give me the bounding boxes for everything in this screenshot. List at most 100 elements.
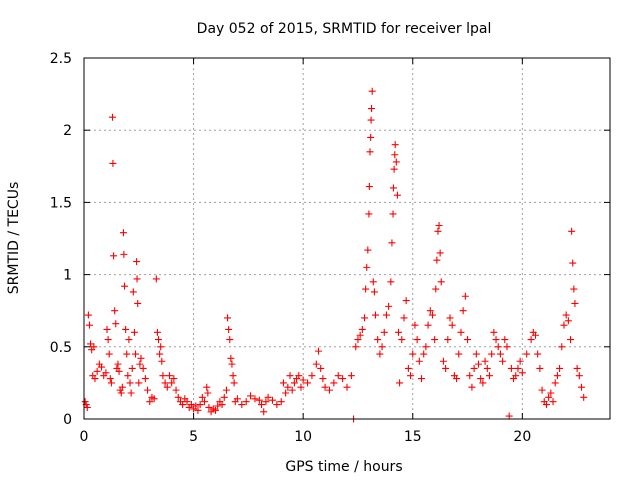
data-point bbox=[146, 398, 154, 406]
data-point bbox=[569, 259, 577, 267]
data-point bbox=[159, 372, 167, 380]
data-point bbox=[87, 340, 95, 348]
data-point bbox=[483, 364, 491, 372]
data-point bbox=[119, 229, 127, 237]
data-point bbox=[317, 364, 325, 372]
data-point bbox=[354, 336, 362, 344]
data-point bbox=[433, 256, 441, 264]
data-point bbox=[273, 401, 281, 409]
data-point bbox=[117, 389, 125, 397]
data-point bbox=[106, 375, 114, 383]
data-point bbox=[85, 321, 93, 329]
data-point bbox=[312, 360, 320, 368]
data-point bbox=[459, 307, 467, 315]
data-point bbox=[183, 398, 191, 406]
data-point bbox=[98, 363, 106, 371]
data-point bbox=[432, 285, 440, 293]
grid-lines bbox=[84, 58, 610, 419]
data-point bbox=[90, 343, 98, 351]
data-point bbox=[129, 288, 137, 296]
data-point bbox=[457, 328, 465, 336]
data-point bbox=[238, 401, 246, 409]
data-point bbox=[179, 401, 187, 409]
data-point bbox=[536, 364, 544, 372]
data-point bbox=[83, 403, 91, 411]
x-axis-label: GPS time / hours bbox=[285, 459, 402, 475]
data-point bbox=[165, 372, 173, 380]
x-tick-label: 15 bbox=[404, 429, 422, 445]
data-point bbox=[404, 364, 412, 372]
data-point bbox=[115, 367, 123, 375]
data-point bbox=[358, 325, 366, 333]
data-point bbox=[226, 336, 234, 344]
data-point bbox=[492, 336, 500, 344]
data-point bbox=[488, 350, 496, 358]
data-point bbox=[424, 321, 432, 329]
data-point bbox=[152, 275, 160, 283]
data-point bbox=[514, 364, 522, 372]
data-point bbox=[290, 379, 298, 387]
data-point bbox=[411, 321, 419, 329]
data-point bbox=[547, 389, 555, 397]
data-point bbox=[391, 141, 399, 149]
data-point bbox=[297, 383, 305, 391]
data-point bbox=[163, 383, 171, 391]
data-point bbox=[228, 360, 236, 368]
data-point bbox=[505, 412, 513, 420]
data-point bbox=[551, 379, 559, 387]
y-tick-label: 2.5 bbox=[50, 51, 72, 67]
data-point bbox=[93, 367, 101, 375]
data-point bbox=[229, 372, 237, 380]
data-point bbox=[534, 350, 542, 358]
data-point bbox=[81, 398, 89, 406]
y-tick-label: 1 bbox=[63, 268, 72, 284]
data-point bbox=[388, 239, 396, 247]
data-point bbox=[390, 165, 398, 173]
data-point bbox=[461, 292, 469, 300]
data-point bbox=[295, 372, 303, 380]
data-point bbox=[573, 364, 581, 372]
data-point bbox=[568, 227, 576, 235]
data-point bbox=[562, 311, 570, 319]
data-point bbox=[214, 402, 222, 410]
plot-frame bbox=[83, 57, 611, 420]
data-point bbox=[362, 285, 370, 293]
data-point bbox=[264, 393, 272, 401]
data-point bbox=[367, 116, 375, 124]
data-point bbox=[545, 393, 553, 401]
data-point bbox=[220, 393, 228, 401]
data-point bbox=[128, 364, 136, 372]
data-point bbox=[144, 386, 152, 394]
data-point bbox=[385, 302, 393, 310]
data-point bbox=[194, 406, 202, 414]
data-point bbox=[150, 395, 158, 403]
data-point bbox=[233, 395, 241, 403]
data-point bbox=[124, 372, 132, 380]
data-point bbox=[330, 379, 338, 387]
data-point bbox=[435, 222, 443, 230]
data-point bbox=[549, 398, 557, 406]
data-point bbox=[442, 364, 450, 372]
data-point bbox=[570, 285, 578, 293]
data-point bbox=[247, 392, 255, 400]
data-point bbox=[279, 379, 287, 387]
data-point bbox=[472, 350, 480, 358]
data-point bbox=[201, 398, 209, 406]
data-point bbox=[365, 210, 373, 218]
data-point bbox=[212, 406, 219, 414]
data-point bbox=[556, 364, 564, 372]
data-point bbox=[268, 396, 276, 404]
data-point bbox=[558, 343, 566, 351]
y-axis-label: SRMTID / TECUs bbox=[6, 182, 22, 295]
data-point bbox=[553, 372, 561, 380]
data-point bbox=[387, 278, 395, 286]
data-point bbox=[139, 364, 147, 372]
data-point bbox=[431, 336, 439, 344]
data-point bbox=[347, 372, 355, 380]
data-point bbox=[205, 403, 213, 411]
data-point bbox=[103, 325, 111, 333]
data-point bbox=[286, 372, 294, 380]
y-tick-label: 1.5 bbox=[50, 195, 72, 211]
data-point bbox=[172, 386, 180, 394]
